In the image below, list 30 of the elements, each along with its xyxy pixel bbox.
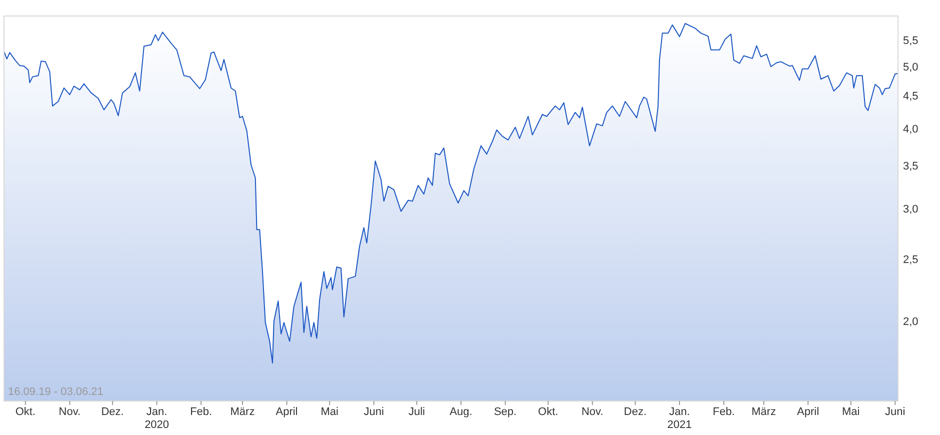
x-tick-label: April (797, 406, 820, 418)
y-tick-label: 5,5 (903, 35, 918, 48)
x-tick-label: April (276, 406, 298, 418)
x-tick-label: Okt. (15, 406, 36, 418)
y-tick-label: 3,5 (903, 160, 918, 173)
x-tick-label: Juni (885, 406, 906, 418)
y-tick-label: 3,0 (903, 203, 918, 216)
x-tick-label: Mai (320, 406, 338, 418)
annotation: 16.09.19 - 03.06.21 (8, 386, 104, 398)
y-tick-label: 4,0 (903, 123, 918, 136)
y-tick-label: 2,5 (903, 254, 918, 266)
x-tick-label: Dez. (624, 406, 647, 418)
x-tick-label: Jan. 2021 (667, 406, 692, 431)
x-tick-label: März (230, 406, 255, 418)
x-tick-label: Juli (408, 406, 425, 418)
x-tick-label: Nov. (58, 406, 81, 418)
x-tick-label: Juni (364, 406, 384, 418)
y-tick-label: 5,0 (903, 61, 918, 74)
y-tick-label: 4,5 (903, 90, 918, 103)
x-tick-label: Aug. (450, 406, 472, 418)
x-tick-label: Jan. 2020 (144, 406, 170, 431)
x-tick-label: Okt. (538, 406, 558, 418)
x-tick-label: Feb. (712, 406, 735, 418)
x-tick-label: Feb. (190, 406, 212, 418)
x-tick-label: Nov. (581, 406, 604, 418)
x-tick-label: März (752, 406, 776, 418)
x-tick-label: Sep. (494, 406, 517, 418)
y-tick-label: 2,0 (903, 316, 918, 328)
x-tick-label: Mai (842, 406, 860, 418)
x-tick-label: Dez. (101, 406, 124, 418)
